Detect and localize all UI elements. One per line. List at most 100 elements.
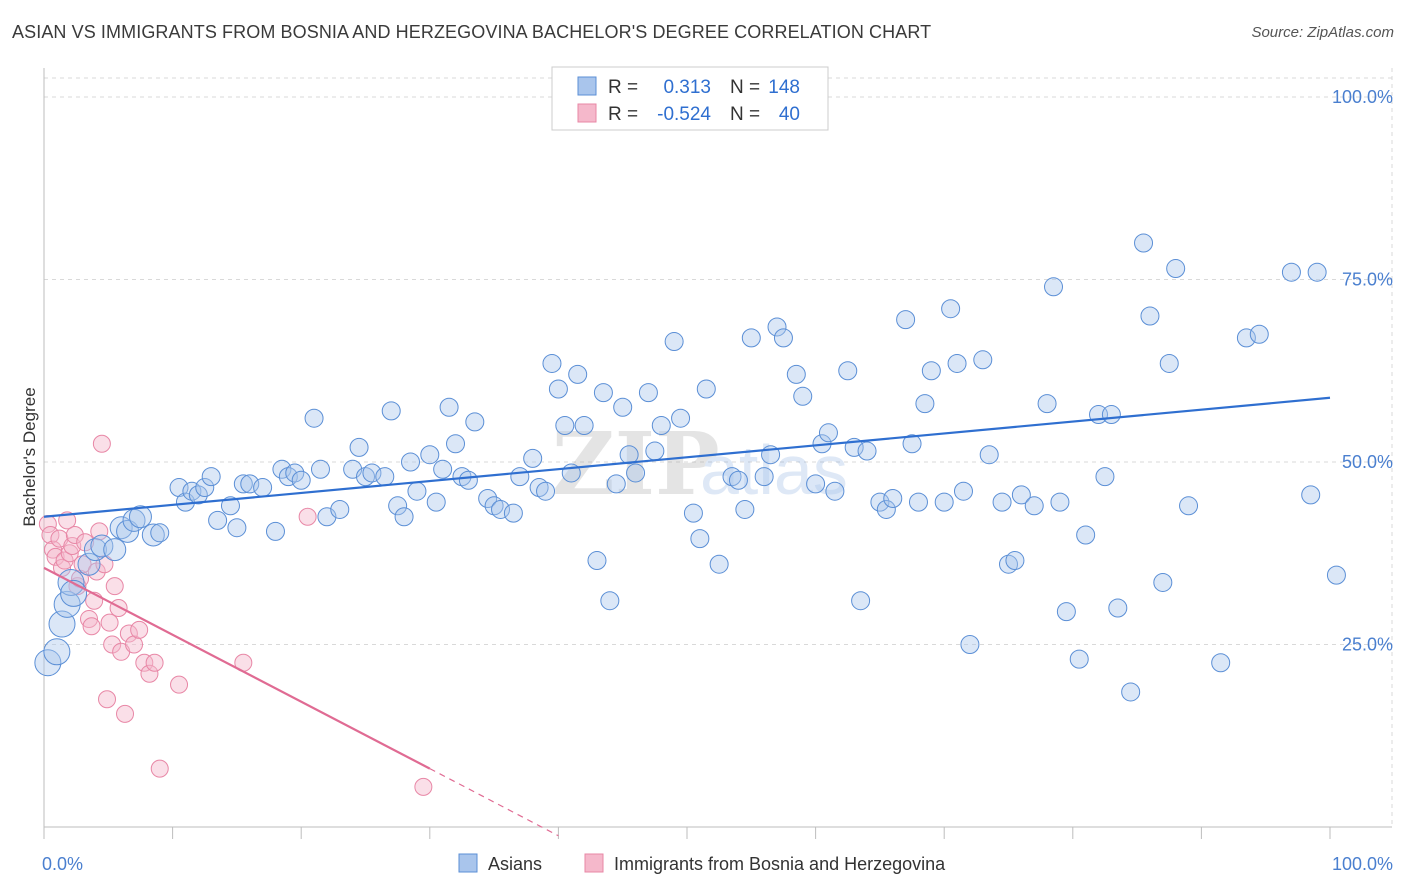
point-asians-63 xyxy=(542,353,562,373)
point-asians-51 xyxy=(446,434,466,454)
point-asians-8 xyxy=(90,534,114,558)
point-asians-91 xyxy=(767,317,787,337)
legend-box: R = 0.313 N = 148 R = -0.524 N = 40 xyxy=(551,66,829,131)
x-tick-label-100: 100.0% xyxy=(1332,854,1393,874)
watermark: ZIP atlas xyxy=(552,414,848,515)
point-bosnia-7 xyxy=(58,511,77,530)
legend-frame xyxy=(551,66,829,131)
legend-r-value-asians: 0.313 xyxy=(663,77,711,98)
point-asians-107 xyxy=(902,434,922,454)
point-bosnia-33 xyxy=(140,664,159,683)
point-asians-102 xyxy=(857,441,877,461)
point-asians-113 xyxy=(947,353,967,373)
point-asians-24 xyxy=(227,518,247,538)
point-asians-122 xyxy=(1024,496,1044,516)
point-asians-128 xyxy=(1076,525,1096,545)
point-asians-106 xyxy=(896,310,916,330)
point-asians-144 xyxy=(1301,485,1321,505)
point-asians-112 xyxy=(941,299,961,319)
y-tick-label-100: 100.0% xyxy=(1332,87,1393,107)
bottom-legend-swatch-bosnia xyxy=(584,853,604,873)
point-asians-0 xyxy=(34,649,62,677)
watermark-zip: ZIP xyxy=(552,414,720,515)
point-asians-57 xyxy=(491,499,511,519)
point-asians-120 xyxy=(1005,551,1025,571)
point-asians-73 xyxy=(613,397,633,417)
point-bosnia-25 xyxy=(105,577,124,596)
point-asians-86 xyxy=(728,470,748,490)
point-asians-65 xyxy=(555,416,575,435)
point-asians-61 xyxy=(529,478,549,498)
point-asians-42 xyxy=(381,401,401,421)
y-tick-label-75: 75.0% xyxy=(1342,270,1393,290)
point-asians-98 xyxy=(825,481,845,501)
point-asians-23 xyxy=(220,496,240,516)
point-asians-34 xyxy=(310,459,330,479)
point-bosnia-8 xyxy=(60,544,79,563)
point-asians-32 xyxy=(291,470,311,490)
point-asians-49 xyxy=(433,459,453,479)
point-asians-104 xyxy=(876,499,896,519)
point-asians-28 xyxy=(265,521,285,541)
point-asians-47 xyxy=(420,445,440,465)
point-asians-30 xyxy=(278,467,298,487)
point-bosnia-31 xyxy=(130,620,149,639)
point-asians-1 xyxy=(43,638,71,666)
point-asians-146 xyxy=(1326,565,1346,585)
point-bosnia-29 xyxy=(119,624,138,643)
point-asians-9 xyxy=(103,538,127,562)
point-asians-145 xyxy=(1307,262,1327,282)
point-bosnia-1 xyxy=(41,526,60,544)
point-asians-41 xyxy=(375,467,395,487)
point-asians-36 xyxy=(330,499,350,519)
point-asians-13 xyxy=(128,505,152,529)
point-asians-143 xyxy=(1281,262,1301,282)
point-asians-125 xyxy=(1050,492,1070,512)
point-asians-116 xyxy=(973,350,993,370)
point-asians-99 xyxy=(838,361,858,381)
point-bosnia-19 xyxy=(90,522,109,541)
point-bosnia-20 xyxy=(92,434,111,453)
point-asians-84 xyxy=(709,554,729,574)
legend-r-label-asians: R = xyxy=(608,77,638,98)
bottom-legend-asians: Asians xyxy=(488,854,542,874)
point-asians-126 xyxy=(1056,602,1076,622)
point-asians-50 xyxy=(439,397,459,417)
point-asians-130 xyxy=(1095,467,1115,487)
x-axis-ticks xyxy=(43,827,1331,839)
point-asians-72 xyxy=(606,474,626,494)
point-asians-40 xyxy=(362,463,382,483)
point-asians-31 xyxy=(285,463,305,483)
point-asians-46 xyxy=(407,481,427,501)
point-asians-60 xyxy=(523,448,543,468)
point-asians-108 xyxy=(908,492,928,512)
y-axis-label: Bachelor's Degree xyxy=(20,387,39,526)
point-asians-14 xyxy=(141,523,165,547)
point-bosnia-39 xyxy=(414,777,433,796)
point-asians-22 xyxy=(208,510,228,530)
point-asians-15 xyxy=(150,523,170,543)
source-label: Source: ZipAtlas.com xyxy=(1251,24,1394,41)
point-bosnia-35 xyxy=(150,759,169,778)
point-asians-21 xyxy=(201,467,221,487)
point-asians-68 xyxy=(574,416,594,435)
point-asians-138 xyxy=(1166,259,1186,279)
legend-r-value-bosnia: -0.524 xyxy=(657,104,711,125)
grid-lines xyxy=(44,68,1393,827)
point-asians-67 xyxy=(568,364,588,384)
point-bosnia-26 xyxy=(109,599,128,617)
point-asians-135 xyxy=(1140,306,1160,326)
point-asians-82 xyxy=(690,529,710,549)
point-asians-119 xyxy=(999,554,1018,574)
point-asians-44 xyxy=(394,507,414,527)
point-asians-93 xyxy=(786,364,806,384)
point-asians-56 xyxy=(484,496,504,516)
point-bosnia-24 xyxy=(103,635,122,654)
point-asians-105 xyxy=(883,489,903,508)
point-asians-97 xyxy=(818,423,838,443)
point-asians-75 xyxy=(626,463,646,483)
point-asians-137 xyxy=(1159,353,1179,373)
point-asians-64 xyxy=(548,379,568,399)
point-asians-55 xyxy=(478,489,498,508)
